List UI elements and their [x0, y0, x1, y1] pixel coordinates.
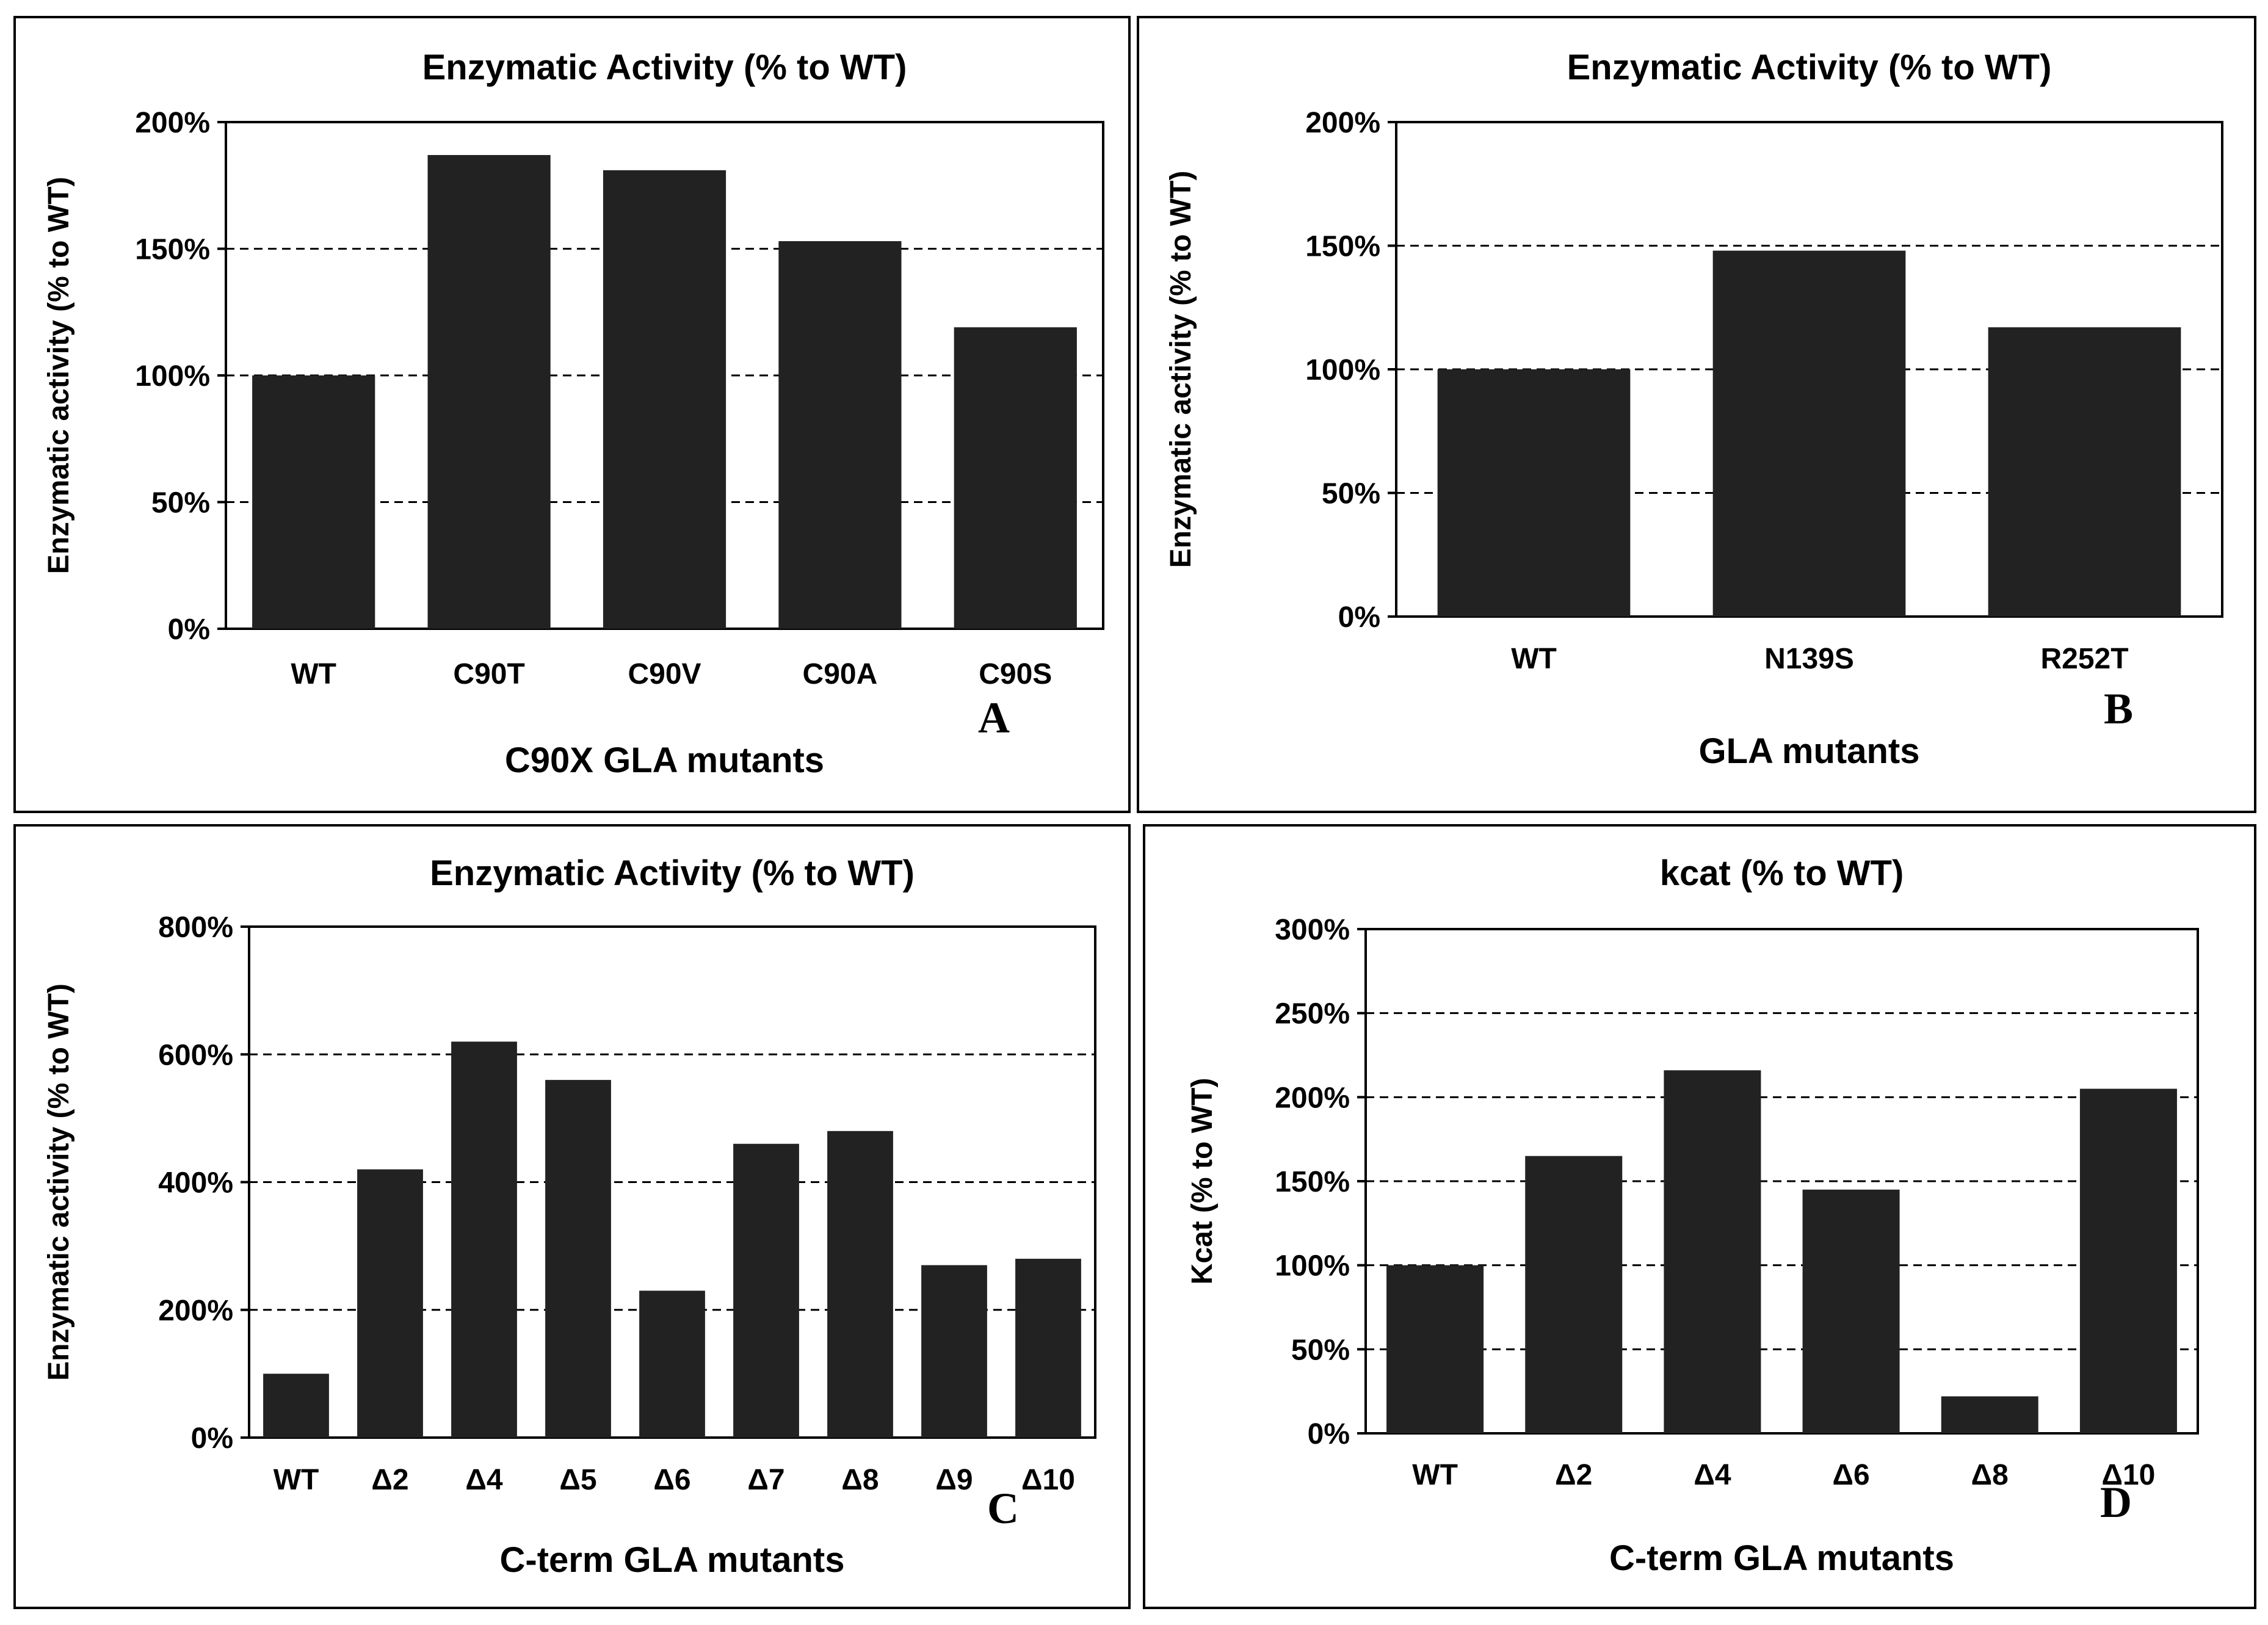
- panel-d: 0% 50% 100% 150% 200% 250% 300% WT Δ2 Δ4 Δ6 Δ8 Δ10 kc…: [1143, 824, 2256, 1609]
- bar-3: [778, 241, 902, 629]
- y-tick-label: 0%: [191, 1422, 233, 1455]
- x-tick-label: N139S: [1764, 643, 1854, 675]
- x-tick-label: Δ4: [1694, 1459, 1731, 1491]
- x-tick-label: WT: [1511, 643, 1557, 675]
- x-tick-label: Δ10: [2101, 1459, 2155, 1491]
- bar-0: [252, 375, 375, 629]
- y-axis-label: Kcat (% to WT): [1186, 1078, 1219, 1285]
- bar-3: [1802, 1189, 1900, 1433]
- y-tick-label: 200%: [158, 1295, 233, 1327]
- x-tick-label: Δ2: [371, 1464, 408, 1496]
- x-tick-label: WT: [1412, 1459, 1458, 1491]
- y-tick-label: 200%: [135, 107, 210, 139]
- bar-1: [357, 1169, 423, 1438]
- y-tick-label: 100%: [135, 360, 210, 393]
- panel-b: 0% 50% 100% 150% 200% WT N139S R252T Enzymatic A…: [1137, 16, 2256, 813]
- bar-1: [427, 154, 551, 629]
- bar-0: [1386, 1265, 1484, 1433]
- x-axis-label: GLA mutants: [1699, 731, 1920, 771]
- y-tick-label: 200%: [1305, 107, 1380, 139]
- x-tick-label: R252T: [2040, 643, 2128, 675]
- bar-7: [921, 1265, 987, 1438]
- x-tick-label: WT: [291, 658, 336, 690]
- x-tick-label: C90T: [453, 658, 524, 690]
- x-axis-label: C-term GLA mutants: [500, 1540, 845, 1580]
- bar-2: [1988, 327, 2181, 617]
- bar-3: [545, 1080, 611, 1438]
- x-tick-label: C90V: [628, 658, 701, 690]
- y-tick-label: 50%: [1322, 478, 1380, 510]
- x-tick-label: Δ8: [1971, 1459, 2009, 1491]
- y-tick-label: 0%: [168, 613, 210, 646]
- bar-2: [451, 1041, 517, 1438]
- bar-0: [263, 1373, 329, 1438]
- y-tick-label: 600%: [158, 1039, 233, 1071]
- y-tick-label: 800%: [158, 911, 233, 944]
- y-axis-label: Enzymatic activity (% to WT): [43, 177, 75, 574]
- x-tick-label: Δ6: [653, 1464, 690, 1496]
- bar-2: [1664, 1070, 1761, 1433]
- bar-5: [733, 1143, 799, 1438]
- y-tick-label: 150%: [1305, 231, 1380, 263]
- x-tick-label: C90A: [803, 658, 878, 690]
- y-tick-label: 400%: [158, 1167, 233, 1200]
- y-tick-label: 50%: [1291, 1334, 1350, 1366]
- chart-title: kcat (% to WT): [1660, 853, 1904, 893]
- bar-8: [1015, 1259, 1081, 1438]
- chart-title: Enzymatic Activity (% to WT): [430, 853, 915, 893]
- chart-title: Enzymatic Activity (% to WT): [1567, 48, 2052, 87]
- bar-1: [1525, 1156, 1623, 1433]
- panel-letter: C: [987, 1484, 1019, 1533]
- y-tick-label: 0%: [1308, 1418, 1350, 1450]
- y-tick-label: 150%: [1275, 1166, 1350, 1198]
- x-tick-label: Δ6: [1832, 1459, 1869, 1491]
- bar-4: [954, 327, 1077, 629]
- bar-1: [1712, 250, 1906, 617]
- x-axis-label: C90X GLA mutants: [505, 740, 824, 780]
- x-tick-label: Δ2: [1555, 1459, 1592, 1491]
- panel-c: 0% 200% 400% 600% 800% WT Δ2 Δ4 Δ5 Δ6 Δ7 Δ8 Δ9 Δ10 Enz…: [13, 824, 1131, 1609]
- bar-5: [2079, 1088, 2177, 1433]
- y-tick-label: 200%: [1275, 1082, 1350, 1114]
- panel-letter: A: [978, 693, 1010, 742]
- y-axis-label: Enzymatic activity (% to WT): [43, 983, 75, 1381]
- y-axis-label: Enzymatic activity (% to WT): [1165, 171, 1197, 568]
- x-tick-label: Δ8: [841, 1464, 879, 1496]
- bar-0: [1437, 369, 1631, 617]
- bar-4: [1941, 1396, 2038, 1433]
- y-tick-label: 50%: [151, 487, 210, 519]
- x-axis-label: C-term GLA mutants: [1609, 1538, 1954, 1578]
- x-tick-label: Δ10: [1021, 1464, 1075, 1496]
- x-tick-label: WT: [274, 1464, 319, 1496]
- y-tick-label: 100%: [1275, 1250, 1350, 1283]
- x-tick-label: C90S: [979, 658, 1052, 690]
- y-tick-label: 150%: [135, 234, 210, 266]
- panel-letter: D: [2100, 1478, 2132, 1527]
- bar-6: [827, 1131, 893, 1438]
- x-tick-label: Δ9: [935, 1464, 973, 1496]
- panel-letter: B: [2104, 684, 2133, 733]
- y-tick-label: 250%: [1275, 998, 1350, 1030]
- x-tick-label: Δ4: [465, 1464, 503, 1496]
- y-tick-label: 300%: [1275, 914, 1350, 946]
- y-tick-label: 0%: [1338, 601, 1380, 634]
- bar-4: [639, 1290, 705, 1438]
- panel-a: 0% 50% 100% 150% 200% WT C90T C90V C90A C90S Enzym…: [13, 16, 1131, 813]
- y-tick-label: 100%: [1305, 354, 1380, 386]
- x-tick-label: Δ5: [559, 1464, 596, 1496]
- chart-title: Enzymatic Activity (% to WT): [422, 48, 907, 87]
- x-tick-label: Δ7: [747, 1464, 784, 1496]
- bar-2: [603, 170, 726, 629]
